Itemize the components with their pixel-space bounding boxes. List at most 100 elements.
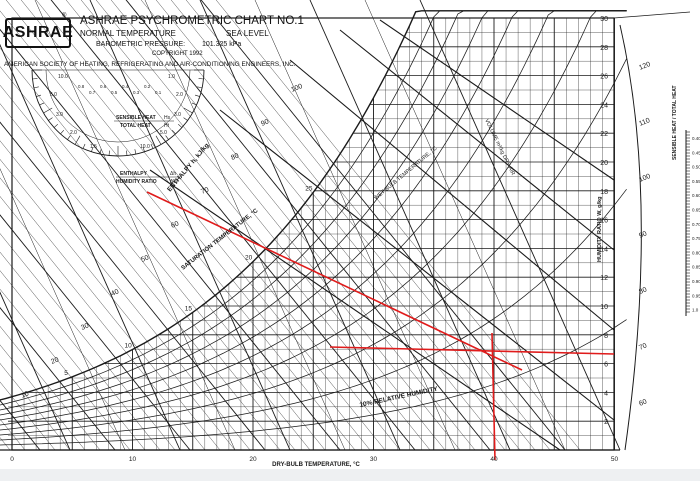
protractor-tick <box>191 102 197 106</box>
dry-bulb-tick-label: 30 <box>370 456 378 463</box>
right-enthalpy-tick-label: 110 <box>638 117 651 128</box>
protractor-tick <box>99 149 102 155</box>
shr-tick-label: 0.85 <box>692 265 700 270</box>
protractor-tick <box>32 78 38 80</box>
enthalpy-tick-label: 40 <box>110 288 120 297</box>
volume-line <box>254 0 456 451</box>
dry-bulb-axis-title: DRY-BULB TEMPERATURE, °C <box>272 462 360 468</box>
enthalpy-line <box>35 0 401 451</box>
reference-diagonal <box>339 29 615 251</box>
protractor-scale-label: 2.0 <box>176 92 183 98</box>
enthalpy-line <box>95 0 461 451</box>
enthalpy-line <box>0 28 341 451</box>
protractor-tick <box>126 150 128 156</box>
enthalpy-line <box>0 233 176 451</box>
shr-tick-label: 0.75 <box>692 236 700 241</box>
protractor-tick <box>74 135 81 145</box>
right-enthalpy-tick-label: 60 <box>638 398 648 407</box>
protractor-inner-label: 0.6 <box>100 84 107 89</box>
humidity-ratio-tick-label: 10 <box>600 304 608 311</box>
saturation-tick-label: 10 <box>125 343 133 350</box>
normal-temperature-label: NORMAL TEMPERATURE <box>80 29 176 38</box>
enthalpy-line <box>110 0 476 451</box>
enthalpy-line <box>0 325 101 451</box>
humidity-ratio-tick-label: 12 <box>600 275 608 282</box>
protractor-inner-label: 0.1 <box>155 90 162 95</box>
protractor-tick <box>142 146 145 152</box>
shr-tick-label: 1.0 <box>692 308 699 313</box>
protractor-tick <box>155 135 162 145</box>
dry-bulb-tick-label: 20 <box>249 456 257 463</box>
delta-h-symbol: Δh <box>170 171 176 177</box>
enthalpy-line <box>65 0 431 451</box>
humidity-ratio-tick-label: 20 <box>600 160 608 167</box>
logo-text: ASHRAE <box>2 24 74 41</box>
protractor-tick <box>134 149 137 155</box>
protractor-tick <box>91 146 94 152</box>
protractor-scale-label: 5.0 <box>160 130 167 136</box>
protractor-tick <box>171 129 176 135</box>
protractor-inner-arc <box>45 69 191 143</box>
protractor-tick <box>67 135 71 140</box>
protractor-tick <box>198 78 204 80</box>
dry-bulb-tick-label: 10 <box>129 456 137 463</box>
enthalpy-axis-title: ENTHALPY h, kJ/kg <box>166 142 211 193</box>
enthalpy-line <box>0 399 41 451</box>
enthalpy-edge-scale <box>619 24 642 451</box>
relative-humidity-curve <box>0 10 627 426</box>
enthalpy-line <box>50 0 416 451</box>
shr-tick-label: 0.70 <box>692 222 700 227</box>
protractor-scale-label: 5.0 <box>50 92 57 98</box>
protractor-tick <box>194 94 200 97</box>
enthalpy-line <box>215 0 581 451</box>
humidity-ratio-tick-label: 16 <box>600 218 608 225</box>
volume-line <box>419 0 621 451</box>
protractor-tick <box>36 94 42 97</box>
volume-line <box>364 0 566 451</box>
enthalpy-line <box>0 307 116 451</box>
humidity-ratio-tick-label: 14 <box>600 246 608 253</box>
enthalpy-line <box>200 0 566 451</box>
shr-tick-label: 0.50 <box>692 165 700 170</box>
humidity-ratio-tick-label: 2 <box>604 419 608 426</box>
enthalpy-tick-label: 50 <box>140 254 150 263</box>
shr-tick-label: 0.95 <box>692 293 700 298</box>
volume-line <box>0 168 126 451</box>
enthalpy-line <box>0 66 311 451</box>
protractor-tick <box>183 117 188 121</box>
humidity-ratio-axis-title: HUMIDITY RATIO W, g/kg <box>597 197 603 263</box>
saturation-tick-label: 20 <box>245 255 253 262</box>
protractor-scale-label: 1.5 <box>90 144 97 150</box>
enthalpy-line <box>0 103 281 451</box>
dry-bulb-tick-label: 40 <box>490 456 498 463</box>
shr-tick-label: 0.45 <box>692 150 700 155</box>
delta-w-symbol: ΔW <box>170 179 178 185</box>
copyright-label: COPYRIGHT 1992 <box>152 51 203 57</box>
protractor-scale-label: 3.0 <box>174 112 181 118</box>
right-scale-line <box>613 11 691 19</box>
protractor-inner-label: 0.5 <box>111 90 118 95</box>
protractor-inner-label: 0.7 <box>89 90 96 95</box>
volume-line <box>199 0 401 451</box>
dry-bulb-tick-label: 0 <box>10 456 14 463</box>
humidity-ratio-tick-label: 8 <box>604 333 608 340</box>
enthalpy-line <box>0 84 296 451</box>
hs-symbol: Hs <box>164 115 171 121</box>
dry-bulb-tick-label: 50 <box>611 456 619 463</box>
enthalpy-line <box>0 177 221 451</box>
protractor-scale-label: 3.0 <box>56 112 63 118</box>
society-name: AMERICAN SOCIETY OF HEATING, REFRIGERATI… <box>4 61 296 68</box>
shr-scale-title: SENSIBLE HEAT / TOTAL HEAT <box>672 85 678 160</box>
enthalpy-tick-label: 80 <box>230 152 240 161</box>
reference-diagonal <box>379 19 615 181</box>
protractor-tick <box>53 123 59 128</box>
right-enthalpy-tick-label: 100 <box>638 173 652 184</box>
footer-bar <box>0 469 700 481</box>
enthalpy-tick-label: 20 <box>50 356 60 365</box>
protractor-inner-label: 0.2 <box>144 84 151 89</box>
humidity-ratio-tick-label: 18 <box>600 189 608 196</box>
barometric-pressure-value: 101.325 kPa <box>202 41 242 48</box>
relative-humidity-curve <box>0 10 627 431</box>
reference-diagonal <box>149 169 561 451</box>
